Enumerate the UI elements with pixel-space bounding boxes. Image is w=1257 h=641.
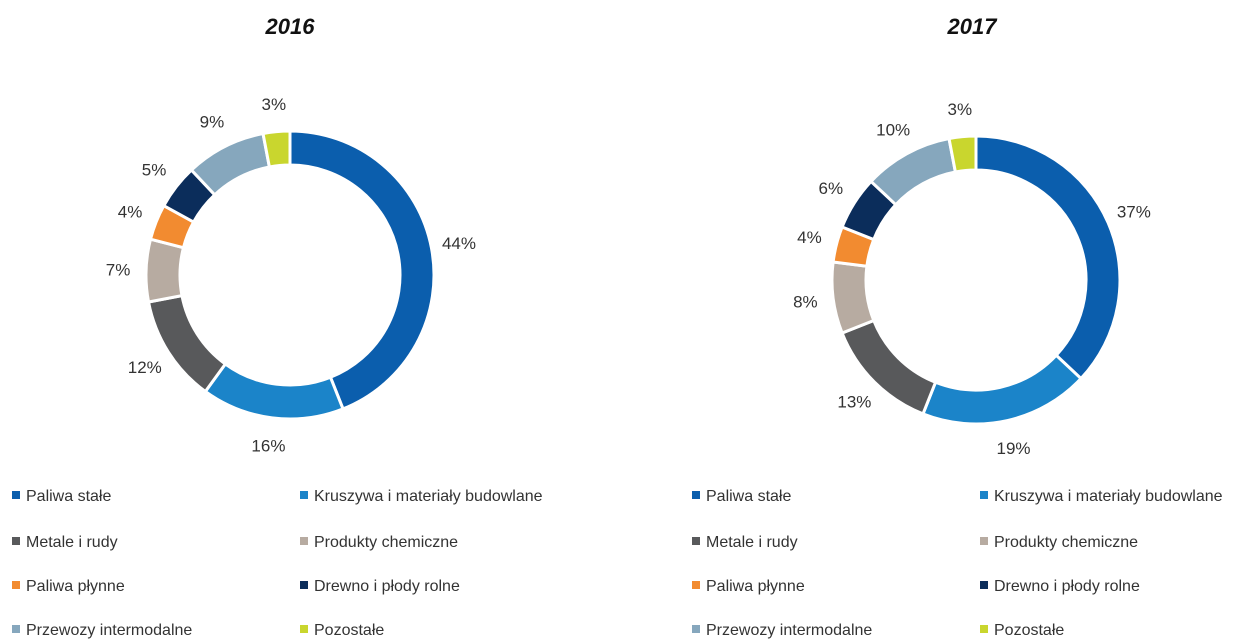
legend-swatch — [300, 625, 308, 633]
legend-label: Paliwa płynne — [26, 578, 125, 595]
legend-swatch — [980, 625, 988, 633]
chart-title-2017: 2017 — [947, 14, 997, 39]
legend-item: Kruszywa i materiały budowlane — [300, 487, 543, 507]
donut-slice — [974, 134, 1122, 381]
legend-item: Metale i rudy — [692, 533, 798, 553]
legend-swatch — [12, 625, 20, 633]
legend-label: Paliwa płynne — [706, 578, 805, 595]
legend-swatch — [300, 581, 308, 589]
legend-label: Pozostałe — [314, 622, 385, 639]
legend-label: Produkty chemiczne — [994, 534, 1139, 551]
legend-item: Paliwa stałe — [12, 487, 111, 507]
slice-percent-label: 10% — [876, 120, 910, 139]
donut-slice — [830, 260, 876, 335]
legend-swatch — [12, 537, 20, 545]
legend-item: Drewno i płody rolne — [980, 577, 1140, 597]
legend-item: Produkty chemiczne — [980, 533, 1138, 553]
legend-label: Paliwa stałe — [706, 488, 792, 505]
slice-percent-label: 4% — [118, 203, 143, 222]
legend-label: Pozostałe — [994, 622, 1065, 639]
legend-item: Metale i rudy — [12, 533, 118, 553]
legend-swatch — [980, 537, 988, 545]
legend-swatch — [980, 581, 988, 589]
donut-2017: 37% 19% 13% 8% 4% 6% 10% 3% — [793, 100, 1151, 458]
donut-slice — [947, 134, 978, 174]
legend-item: Pozostałe — [300, 621, 384, 641]
legend-item: Pozostałe — [980, 621, 1064, 641]
legend-label: Metale i rudy — [26, 534, 118, 551]
legend-label: Drewno i płody rolne — [314, 578, 460, 595]
legend-swatch — [980, 491, 988, 499]
legend-label: Przewozy intermodalne — [26, 622, 193, 639]
donut-slice — [203, 361, 345, 421]
legend-item: Produkty chemiczne — [300, 533, 458, 553]
donut-slice — [288, 129, 436, 411]
donut-2016: 44% 16% 12% 7% 4% 5% 9% 3% — [106, 95, 476, 456]
slice-percent-label: 16% — [251, 437, 285, 456]
legend-swatch — [300, 537, 308, 545]
legend-swatch — [692, 581, 700, 589]
slice-percent-label: 12% — [128, 358, 162, 377]
legend-label: Produkty chemiczne — [314, 534, 459, 551]
legend-item: Kruszywa i materiały budowlane — [980, 487, 1223, 507]
legend-item: Przewozy intermodalne — [692, 621, 872, 641]
legend-label: Paliwa stałe — [26, 488, 112, 505]
legend-swatch — [692, 491, 700, 499]
legend-label: Przewozy intermodalne — [706, 622, 873, 639]
donut-slice — [144, 237, 186, 304]
slice-percent-label: 44% — [442, 234, 476, 253]
slice-percent-label: 3% — [262, 95, 287, 114]
legend-item: Paliwa płynne — [692, 577, 805, 597]
legend-swatch — [12, 491, 20, 499]
donut-slice — [921, 353, 1084, 426]
legend-label: Kruszywa i materiały budowlane — [314, 488, 543, 505]
legend-swatch — [692, 537, 700, 545]
legend-item: Paliwa płynne — [12, 577, 125, 597]
legend-swatch — [12, 581, 20, 589]
donut-slice — [868, 136, 958, 207]
slice-percent-label: 6% — [818, 179, 843, 198]
slice-percent-label: 5% — [142, 161, 167, 180]
legend-label: Drewno i płody rolne — [994, 578, 1140, 595]
legend-label: Metale i rudy — [706, 534, 798, 551]
slice-percent-label: 3% — [948, 100, 973, 119]
slice-percent-label: 19% — [997, 439, 1031, 458]
slice-percent-label: 9% — [200, 113, 225, 132]
slice-percent-label: 13% — [837, 393, 871, 412]
legend-label: Kruszywa i materiały budowlane — [994, 488, 1223, 505]
slice-percent-label: 7% — [106, 261, 131, 280]
legend-item: Paliwa stałe — [692, 487, 791, 507]
legend-swatch — [300, 491, 308, 499]
slice-percent-label: 37% — [1117, 203, 1151, 222]
slice-percent-label: 8% — [793, 293, 818, 312]
legend-item: Przewozy intermodalne — [12, 621, 192, 641]
slice-percent-label: 4% — [797, 228, 822, 247]
legend-item: Drewno i płody rolne — [300, 577, 460, 597]
chart-title-2016: 2016 — [265, 14, 315, 39]
donut-slice — [261, 129, 292, 169]
legend-swatch — [692, 625, 700, 633]
